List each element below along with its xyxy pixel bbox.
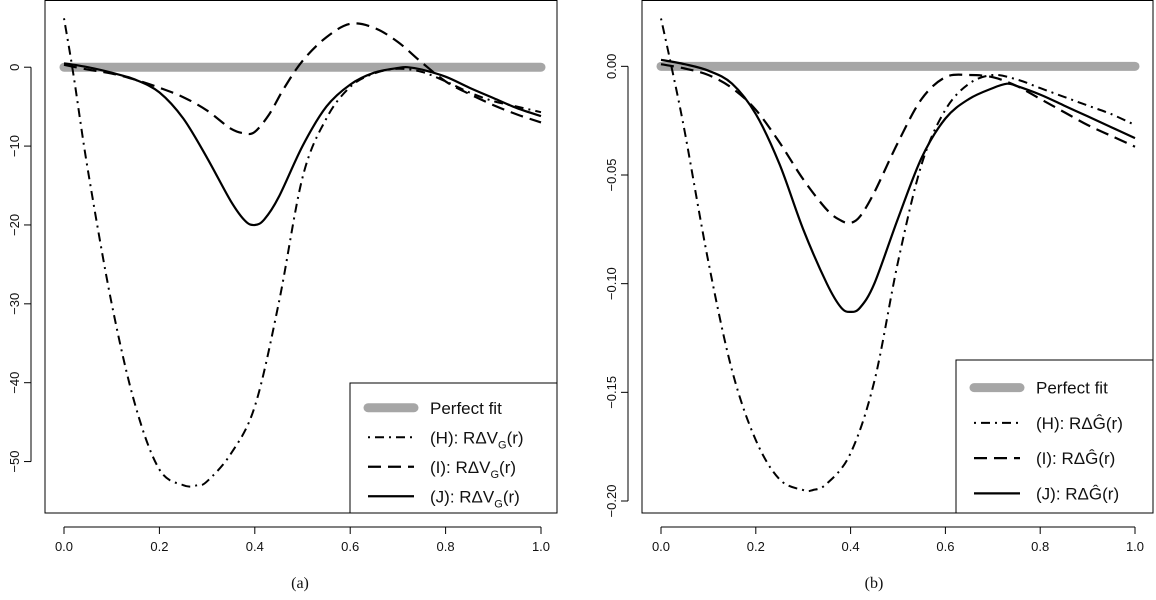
- legend-label: Perfect fit: [1036, 379, 1108, 398]
- x-tick-label: 0.6: [341, 539, 359, 554]
- x-tick-label: 0.4: [842, 539, 860, 554]
- series-line-a-1: [63, 18, 542, 488]
- legend-label: (H): RΔĜ(r): [1036, 414, 1123, 433]
- series-line-b-3: [660, 58, 1136, 314]
- chart-panel-b: 0.0 0.2 0.4 0.6 0.8 1.0 0.00 −0.05 −0.10 −0.15 −0.…: [604, 0, 1154, 592]
- legend-label: (J): RΔĜ(r): [1036, 484, 1119, 503]
- y-tick-label: −20: [7, 214, 22, 236]
- y-tick-label: −0.05: [604, 159, 619, 192]
- legend-label: (I): RΔĜ(r): [1036, 449, 1115, 468]
- x-axis: 0.0 0.2 0.4 0.6 0.8 1.0: [652, 526, 1144, 554]
- x-tick-label: 0.0: [652, 539, 670, 554]
- x-tick-label: 0.2: [747, 539, 765, 554]
- panel-caption: (a): [291, 575, 309, 592]
- y-tick-label: 0: [7, 64, 22, 71]
- plot-frame: [44, 0, 558, 514]
- y-tick-label: −50: [7, 451, 22, 473]
- x-tick-label: 1.0: [1126, 539, 1144, 554]
- y-tick-label: −0.15: [604, 376, 619, 409]
- x-tick-label: 0.6: [936, 539, 954, 554]
- x-axis: 0.0 0.2 0.4 0.6 0.8 1.0: [55, 526, 550, 554]
- panel-caption: (b): [865, 575, 884, 592]
- legend-label: Perfect fit: [430, 399, 502, 418]
- x-tick-label: 0.0: [55, 539, 73, 554]
- plot-frame: [641, 0, 1154, 514]
- x-tick-label: 0.8: [1031, 539, 1049, 554]
- y-tick-label: −30: [7, 293, 22, 315]
- y-tick-label: −0.10: [604, 267, 619, 300]
- x-tick-label: 1.0: [532, 539, 550, 554]
- x-tick-label: 0.8: [437, 539, 455, 554]
- x-tick-label: 0.4: [246, 539, 264, 554]
- y-axis: 0 −10 −20 −30 −40 −50: [7, 64, 32, 473]
- series-line-b-2: [660, 63, 1136, 225]
- legend: Perfect fit(H): RΔVG(r)(I): RΔVG(r)(J): …: [349, 382, 558, 514]
- x-tick-label: 0.2: [150, 539, 168, 554]
- y-tick-label: −0.20: [604, 485, 619, 518]
- y-tick-label: −40: [7, 372, 22, 394]
- legend: Perfect fit (H): RΔĜ(r) (I): RΔĜ(r) (J): RΔ…: [955, 359, 1154, 514]
- chart-panel-a: 0.0 0.2 0.4 0.6 0.8 1.0 0 −10 −20 −30 −40 −50 Perfec…: [7, 0, 558, 592]
- series-line-a-3: [63, 62, 542, 227]
- series-line-a-2: [63, 22, 542, 136]
- series-line-b-1: [660, 18, 1136, 493]
- y-tick-label: −10: [7, 135, 22, 157]
- y-tick-label: 0.00: [604, 54, 619, 79]
- y-axis: 0.00 −0.05 −0.10 −0.15 −0.20: [604, 54, 629, 518]
